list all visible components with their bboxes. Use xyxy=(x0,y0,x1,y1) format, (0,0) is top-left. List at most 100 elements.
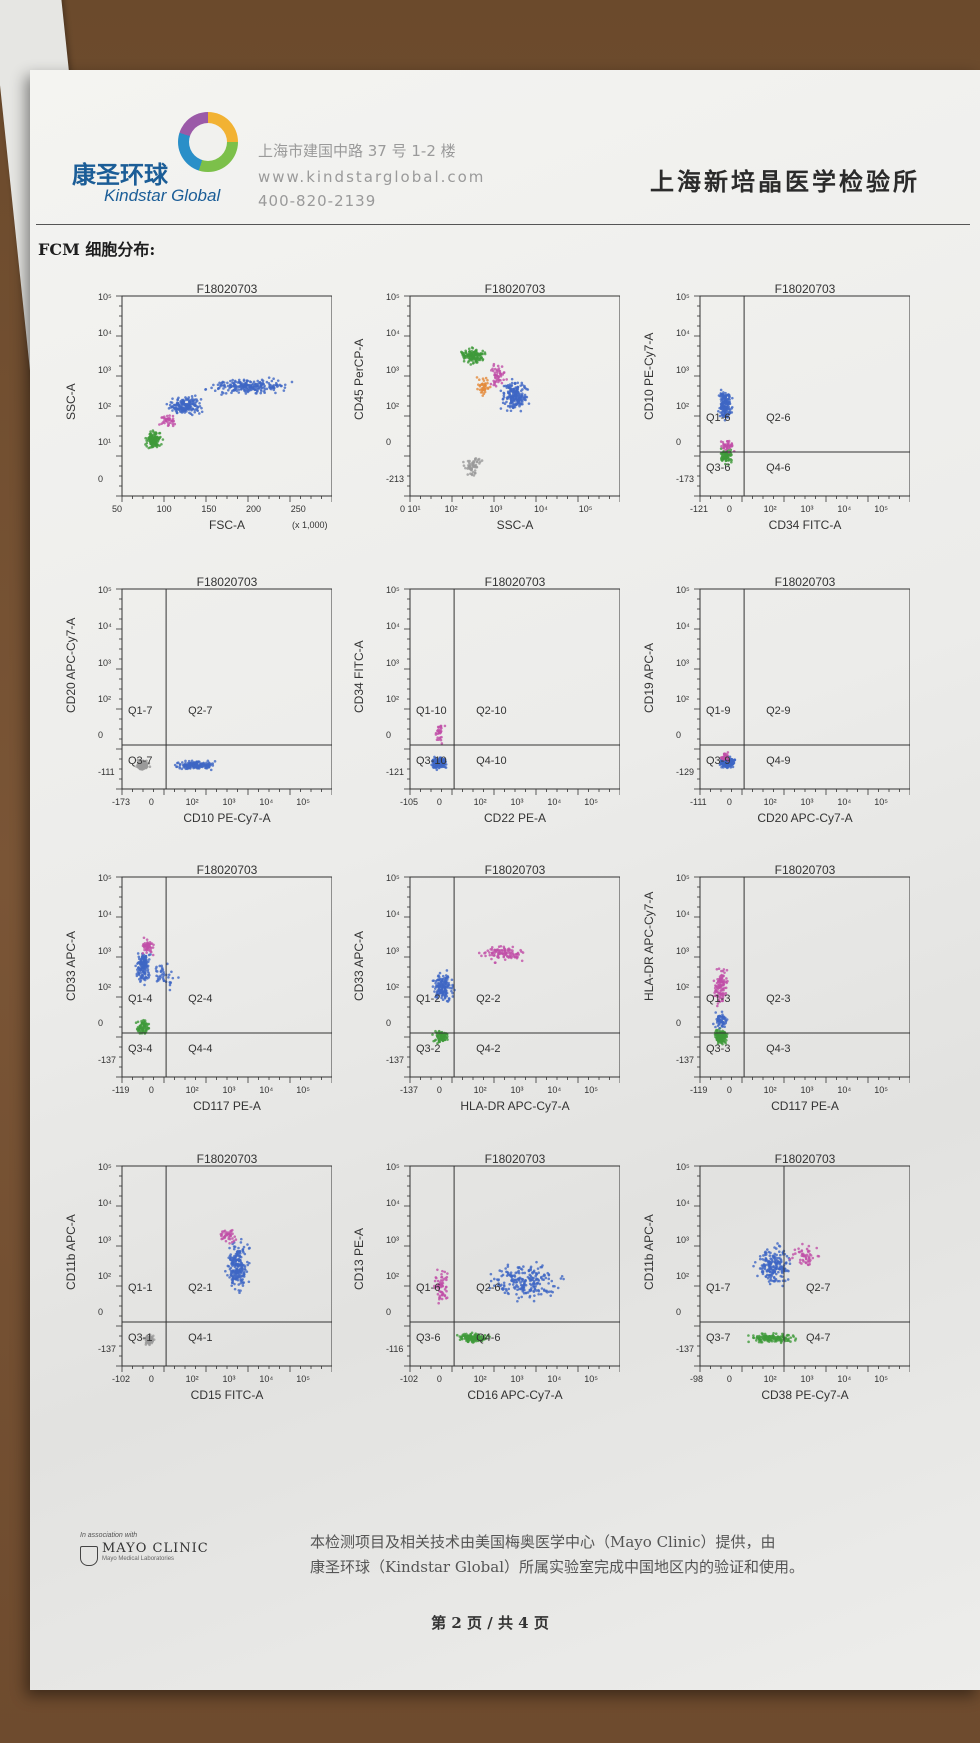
quadrant-label-q2: Q2-6 xyxy=(766,412,791,424)
event-dot xyxy=(777,1337,780,1341)
event-dot xyxy=(139,762,142,765)
x-tick-label: 10³ xyxy=(222,797,236,807)
event-dot xyxy=(139,759,142,762)
event-dot xyxy=(228,1254,232,1258)
mayo-clinic-logo: In association with MAYO CLINIC Mayo Med… xyxy=(80,1532,209,1566)
event-dot xyxy=(492,383,496,387)
event-dot xyxy=(439,991,443,994)
event-dot xyxy=(469,358,472,362)
fcm-plot: F18020703 CD16 APC-Cy7-A CD13 PE-A -102 0 10²… xyxy=(350,1152,620,1427)
event-dot xyxy=(148,973,151,977)
event-dot xyxy=(436,764,440,768)
event-dot xyxy=(283,383,287,387)
event-dot xyxy=(724,992,728,995)
event-dot xyxy=(519,948,522,952)
event-dot xyxy=(539,1292,543,1296)
event-dot xyxy=(187,396,191,399)
event-dot xyxy=(218,381,221,385)
event-dot xyxy=(443,976,446,980)
event-dot xyxy=(527,1269,531,1273)
fcm-plot: F18020703 CD38 PE-Cy7-A CD11b APC-A -98 0 10²… xyxy=(640,1152,910,1427)
event-dot xyxy=(719,977,723,981)
event-dot xyxy=(718,1015,722,1018)
event-dot xyxy=(436,1268,439,1272)
x-tick-label: 10² xyxy=(763,1085,777,1095)
event-dot xyxy=(173,422,177,426)
event-dot xyxy=(713,986,717,990)
x-tick-label: 10⁴ xyxy=(547,1374,562,1384)
event-dot xyxy=(811,1256,815,1260)
event-dot xyxy=(542,1289,546,1292)
event-dot xyxy=(774,1337,777,1340)
event-dot xyxy=(480,352,483,355)
mayo-shield-icon xyxy=(80,1546,98,1566)
event-dot xyxy=(158,431,161,435)
x-tick-label: 10⁴ xyxy=(837,1374,852,1384)
event-dot xyxy=(474,457,478,460)
event-dot xyxy=(216,383,220,387)
event-dot xyxy=(719,398,723,401)
fcm-plot: F18020703 FSC-A SSC-A 50 100 150 200 250 10⁵ 10⁴ 1… xyxy=(62,282,332,557)
quadrant-label-q2: Q2-9 xyxy=(766,705,791,717)
x-tick-label: 0 xyxy=(726,797,732,807)
x-axis-label: CD117 PE-A xyxy=(193,1099,261,1113)
event-dot xyxy=(486,949,490,952)
event-dot xyxy=(141,764,145,768)
event-dot xyxy=(718,406,721,410)
event-dot xyxy=(189,762,193,766)
event-dot xyxy=(502,395,506,399)
y-tick-label: 10³ xyxy=(676,1234,690,1245)
plot-frame xyxy=(121,876,332,1078)
event-dot xyxy=(168,403,172,407)
event-dot xyxy=(724,1042,727,1045)
event-dot xyxy=(482,1335,485,1339)
event-dot xyxy=(435,985,439,988)
event-dot xyxy=(232,1247,236,1251)
plot-title: F18020703 xyxy=(774,282,836,296)
event-dot xyxy=(791,1256,794,1260)
event-dot xyxy=(234,1260,237,1263)
y-tick-label: 10⁵ xyxy=(676,1162,690,1172)
event-dot xyxy=(148,765,152,769)
x-tick-label: 10² xyxy=(185,1374,199,1384)
event-dot xyxy=(194,764,197,767)
event-dot xyxy=(509,388,512,392)
event-dot xyxy=(235,1250,239,1254)
event-dot xyxy=(139,959,143,962)
event-dot xyxy=(785,1339,789,1342)
event-dot xyxy=(444,974,448,977)
event-dot xyxy=(436,725,440,729)
event-dot xyxy=(724,391,727,395)
event-dot xyxy=(467,1339,470,1343)
event-dot xyxy=(227,1265,231,1268)
event-dot xyxy=(160,966,164,969)
event-dot xyxy=(445,1275,449,1279)
event-dot xyxy=(434,981,437,985)
event-dot xyxy=(155,443,159,447)
event-dot xyxy=(717,967,721,971)
event-dot xyxy=(720,394,723,398)
event-dot xyxy=(776,1242,779,1245)
event-dot xyxy=(791,1253,795,1256)
event-dot xyxy=(489,382,493,386)
event-dot xyxy=(718,1022,721,1026)
event-dot xyxy=(441,1281,445,1285)
plot-frame xyxy=(699,1165,910,1367)
y-tick-label: 10⁴ xyxy=(676,1198,690,1209)
event-dot xyxy=(532,1299,536,1303)
page-number: 第 2 页 / 共 4 页 xyxy=(431,1614,549,1632)
plot-title: F18020703 xyxy=(196,863,258,877)
event-dot xyxy=(500,1269,504,1273)
event-dot xyxy=(752,1264,755,1268)
event-dot xyxy=(512,1286,516,1289)
event-dot xyxy=(721,1015,724,1019)
event-dot xyxy=(510,399,513,403)
event-dot xyxy=(516,955,519,959)
event-dot xyxy=(763,1332,767,1336)
event-dot xyxy=(479,356,482,360)
event-dot xyxy=(760,1340,764,1344)
event-dot xyxy=(517,1277,520,1280)
event-dot xyxy=(438,1294,442,1298)
event-dot xyxy=(137,973,141,977)
event-dot xyxy=(436,736,440,739)
